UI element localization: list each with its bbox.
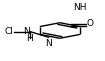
Text: N: N <box>23 27 30 36</box>
Text: Cl: Cl <box>4 27 13 36</box>
Text: NH: NH <box>74 3 87 12</box>
Text: H: H <box>26 34 33 43</box>
Text: O: O <box>87 19 94 28</box>
Text: N: N <box>45 39 52 48</box>
